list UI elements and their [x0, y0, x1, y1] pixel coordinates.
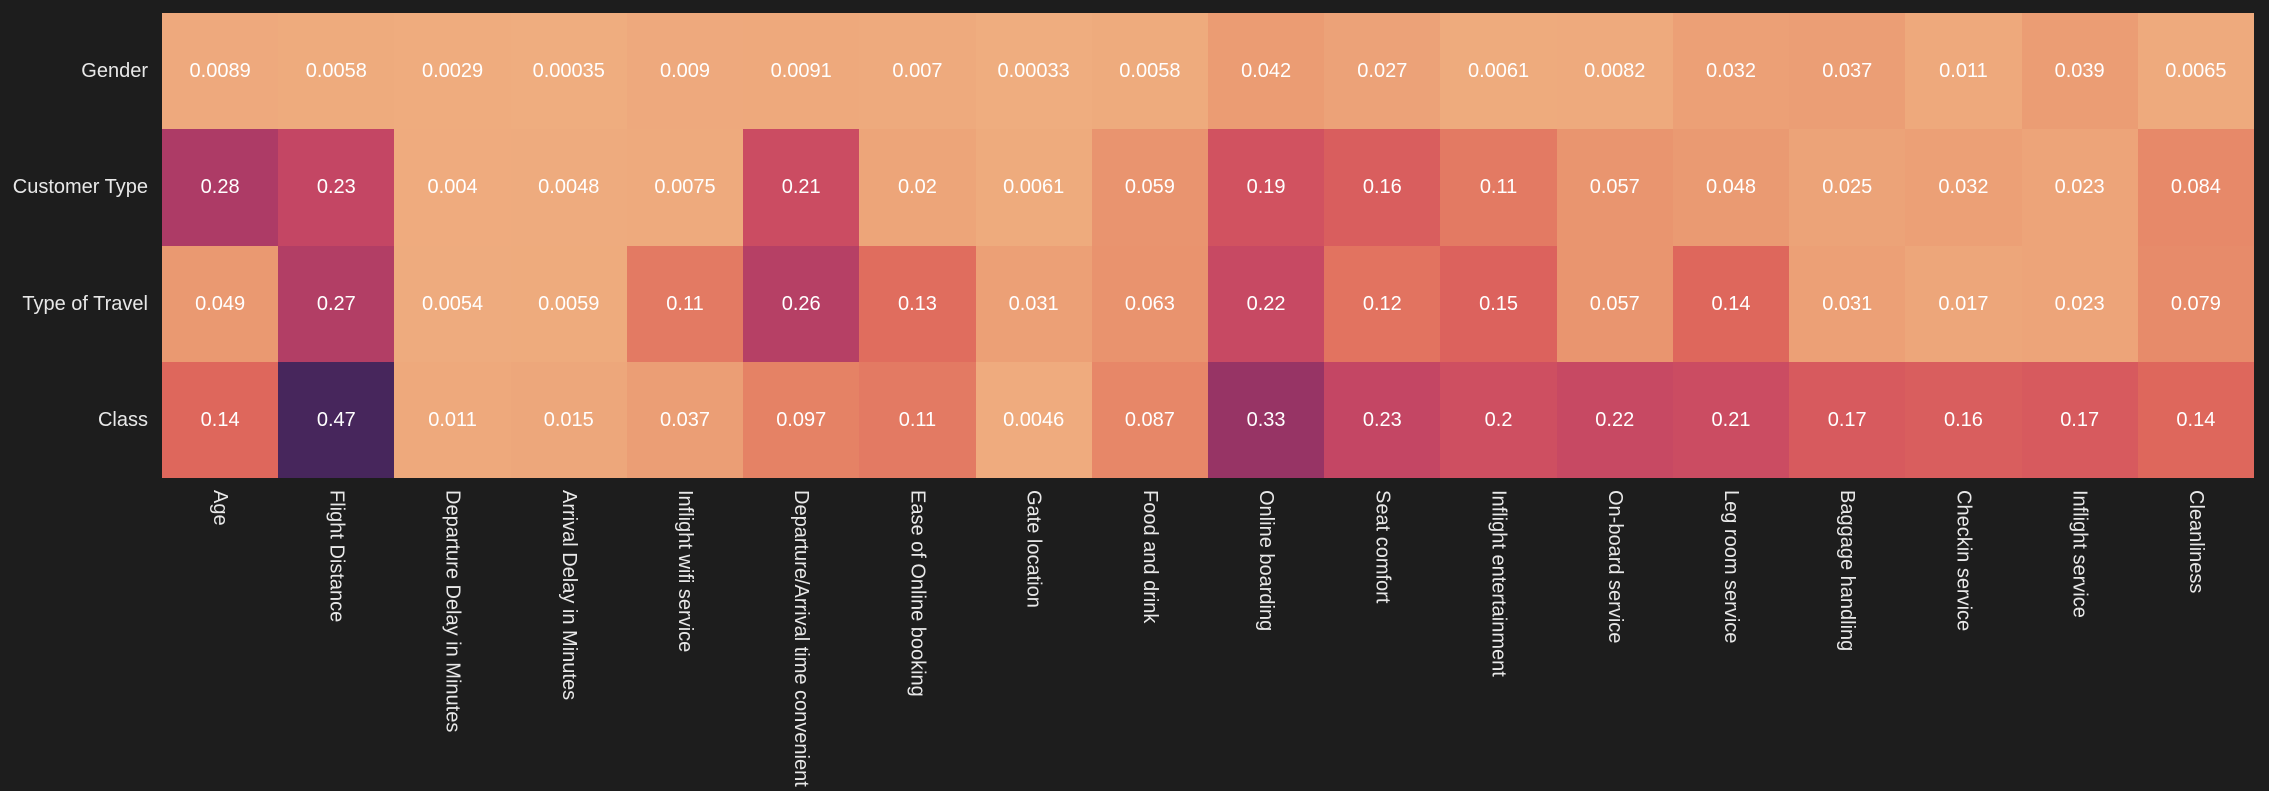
column-label: Gate location — [1022, 490, 1045, 608]
heatmap-cell: 0.17 — [1789, 361, 1906, 478]
heatmap-cell: 0.16 — [1905, 361, 2022, 478]
heatmap-cell: 0.032 — [1672, 13, 1790, 130]
heatmap-cell: 0.22 — [1556, 361, 1673, 478]
row-label: Customer Type — [12, 176, 148, 199]
heatmap-cell: 0.049 — [162, 245, 279, 362]
heatmap-cell: 0.039 — [2021, 13, 2138, 130]
row-label: Class — [97, 408, 148, 431]
heatmap-cell: 0.15 — [1440, 245, 1557, 362]
heatmap-cell: 0.12 — [1324, 245, 1441, 362]
heatmap-cell: 0.063 — [1091, 245, 1208, 362]
heatmap-cell: 0.21 — [1672, 361, 1790, 478]
heatmap-cell: 0.14 — [162, 361, 279, 478]
heatmap-cell: 0.0089 — [162, 13, 279, 130]
heatmap-cell: 0.031 — [1789, 245, 1906, 362]
heatmap-cell: 0.28 — [162, 129, 279, 246]
heatmap-cell: 0.47 — [278, 361, 395, 478]
heatmap-cell: 0.057 — [1556, 245, 1673, 362]
heatmap-cell: 0.023 — [2021, 129, 2138, 246]
heatmap-cell: 0.042 — [1207, 13, 1325, 130]
heatmap-cell: 0.011 — [1905, 13, 2022, 130]
heatmap-cell: 0.2 — [1440, 361, 1557, 478]
heatmap-cell: 0.097 — [743, 361, 860, 478]
heatmap-cell: 0.11 — [859, 361, 976, 478]
heatmap-cell: 0.031 — [975, 245, 1092, 362]
heatmap-cell: 0.037 — [626, 361, 744, 478]
column-label: Online boarding — [1255, 490, 1278, 632]
row-label: Type of Travel — [22, 292, 148, 315]
heatmap-cell: 0.0029 — [394, 13, 511, 130]
heatmap-cell: 0.079 — [2137, 245, 2254, 362]
column-label: Cleanliness — [2184, 490, 2207, 594]
heatmap-cell: 0.0061 — [1440, 13, 1557, 130]
heatmap-cell: 0.27 — [278, 245, 395, 362]
column-label: Checkin service — [1952, 490, 1975, 632]
heatmap-cell: 0.027 — [1324, 13, 1441, 130]
column-label: Seat comfort — [1371, 490, 1394, 604]
heatmap-cell: 0.02 — [859, 129, 976, 246]
heatmap-cell: 0.059 — [1091, 129, 1208, 246]
heatmap-cell: 0.032 — [1905, 129, 2022, 246]
heatmap-cell: 0.17 — [2021, 361, 2138, 478]
heatmap-cell: 0.0054 — [394, 245, 511, 362]
heatmap-cell: 0.14 — [2137, 361, 2254, 478]
heatmap-cell: 0.11 — [626, 245, 744, 362]
heatmap-cell: 0.26 — [743, 245, 860, 362]
column-label: Flight Distance — [325, 490, 348, 623]
column-label: Inflight service — [2068, 490, 2091, 618]
heatmap-cell: 0.025 — [1789, 129, 1906, 246]
column-label: Ease of Online booking — [906, 490, 929, 697]
heatmap-cell: 0.0046 — [975, 361, 1092, 478]
heatmap-cell: 0.0058 — [278, 13, 395, 130]
column-label: Arrival Delay in Minutes — [557, 490, 580, 701]
heatmap-cell: 0.0061 — [975, 129, 1092, 246]
heatmap-cell: 0.0082 — [1556, 13, 1673, 130]
heatmap-cell: 0.017 — [1905, 245, 2022, 362]
column-label: Leg room service — [1720, 490, 1742, 644]
heatmap-cell: 0.015 — [510, 361, 627, 478]
heatmap-cell: 0.00035 — [510, 13, 627, 130]
heatmap-cell: 0.011 — [394, 361, 511, 478]
heatmap-cell: 0.14 — [1672, 245, 1790, 362]
heatmap-cell: 0.007 — [859, 13, 976, 130]
heatmap-cell: 0.0065 — [2137, 13, 2254, 130]
heatmap-cell: 0.057 — [1556, 129, 1673, 246]
heatmap-cell: 0.004 — [394, 129, 511, 246]
heatmap-cell: 0.009 — [626, 13, 744, 130]
column-label: On-board service — [1603, 490, 1626, 644]
column-label: Departure Delay in Minutes — [441, 490, 464, 733]
heatmap-cell: 0.087 — [1091, 361, 1208, 478]
heatmap-cell: 0.23 — [278, 129, 395, 246]
heatmap-cell: 0.037 — [1789, 13, 1906, 130]
heatmap-cell: 0.33 — [1207, 361, 1325, 478]
column-label: Baggage handling — [1836, 490, 1859, 652]
column-label: Departure/Arrival time convenient — [790, 490, 813, 787]
heatmap-cell: 0.084 — [2137, 129, 2254, 246]
heatmap-cell: 0.23 — [1324, 361, 1441, 478]
heatmap-cell: 0.0058 — [1091, 13, 1208, 130]
heatmap-cell: 0.023 — [2021, 245, 2138, 362]
column-label: Inflight entertainment — [1487, 490, 1510, 677]
heatmap-cell: 0.0091 — [743, 13, 860, 130]
column-label: Food and drink — [1138, 490, 1161, 624]
heatmap-cell: 0.0048 — [510, 129, 627, 246]
heatmap-cell: 0.21 — [743, 129, 860, 246]
column-label: Age — [209, 490, 232, 526]
heatmap-cell: 0.11 — [1440, 129, 1557, 246]
heatmap-cell: 0.16 — [1324, 129, 1441, 246]
heatmap-cell: 0.0059 — [510, 245, 627, 362]
heatmap-cell: 0.048 — [1672, 129, 1790, 246]
heatmap-cell: 0.13 — [859, 245, 976, 362]
column-label: Inflight wifi service — [674, 490, 696, 653]
heatmap-cell: 0.00033 — [975, 13, 1092, 130]
heatmap-cell: 0.0075 — [626, 129, 744, 246]
heatmap-cell: 0.19 — [1207, 129, 1325, 246]
heatmap-grid: 0.0089 0.0058 0.0029 0.00035 0.009 0.0091 0.00… — [162, 13, 2254, 478]
row-label: Gender — [81, 60, 148, 83]
heatmap-cell: 0.22 — [1207, 245, 1325, 362]
